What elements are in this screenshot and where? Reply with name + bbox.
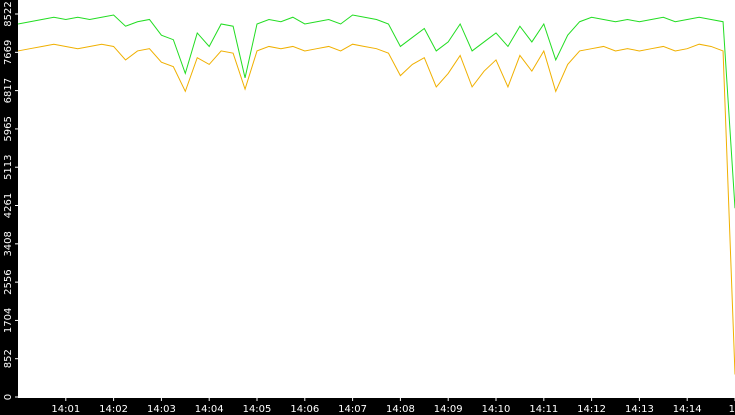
x-tick-label: 14:10 [482,404,511,415]
x-tick-label: 14:13 [625,404,654,415]
x-tick-label: 14:12 [577,404,606,415]
x-tick-label: 14:09 [434,404,463,415]
y-tick-label: 1704 [3,308,14,333]
x-tick-label: 14:02 [99,404,128,415]
x-tick-label: 14:06 [290,404,319,415]
y-axis-bar [0,0,18,415]
x-tick-label: 14:14 [673,404,702,415]
x-tick-label: 14:01 [51,404,80,415]
y-tick-label: 852 [3,349,14,368]
y-tick-label: 5965 [3,116,14,141]
x-tick-label: 14 [729,404,735,415]
x-tick-label: 14:11 [529,404,558,415]
x-tick-label: 14:04 [195,404,224,415]
y-tick-label: 6817 [3,78,14,103]
y-tick-label: 8522 [3,1,14,26]
x-tick-label: 14:07 [338,404,367,415]
y-tick-label: 0 [3,394,14,400]
x-tick-label: 14:03 [147,404,176,415]
x-tick-label: 14:08 [386,404,415,415]
x-axis-bar [0,398,735,415]
series-line [17,14,735,209]
y-tick-label: 2556 [3,269,14,294]
series-line [17,43,735,375]
y-tick-label: 7669 [3,40,14,65]
y-tick-label: 5113 [3,154,14,179]
y-tick-label: 4261 [3,193,14,218]
y-tick-label: 3408 [3,231,14,256]
x-tick-label: 14:05 [243,404,272,415]
